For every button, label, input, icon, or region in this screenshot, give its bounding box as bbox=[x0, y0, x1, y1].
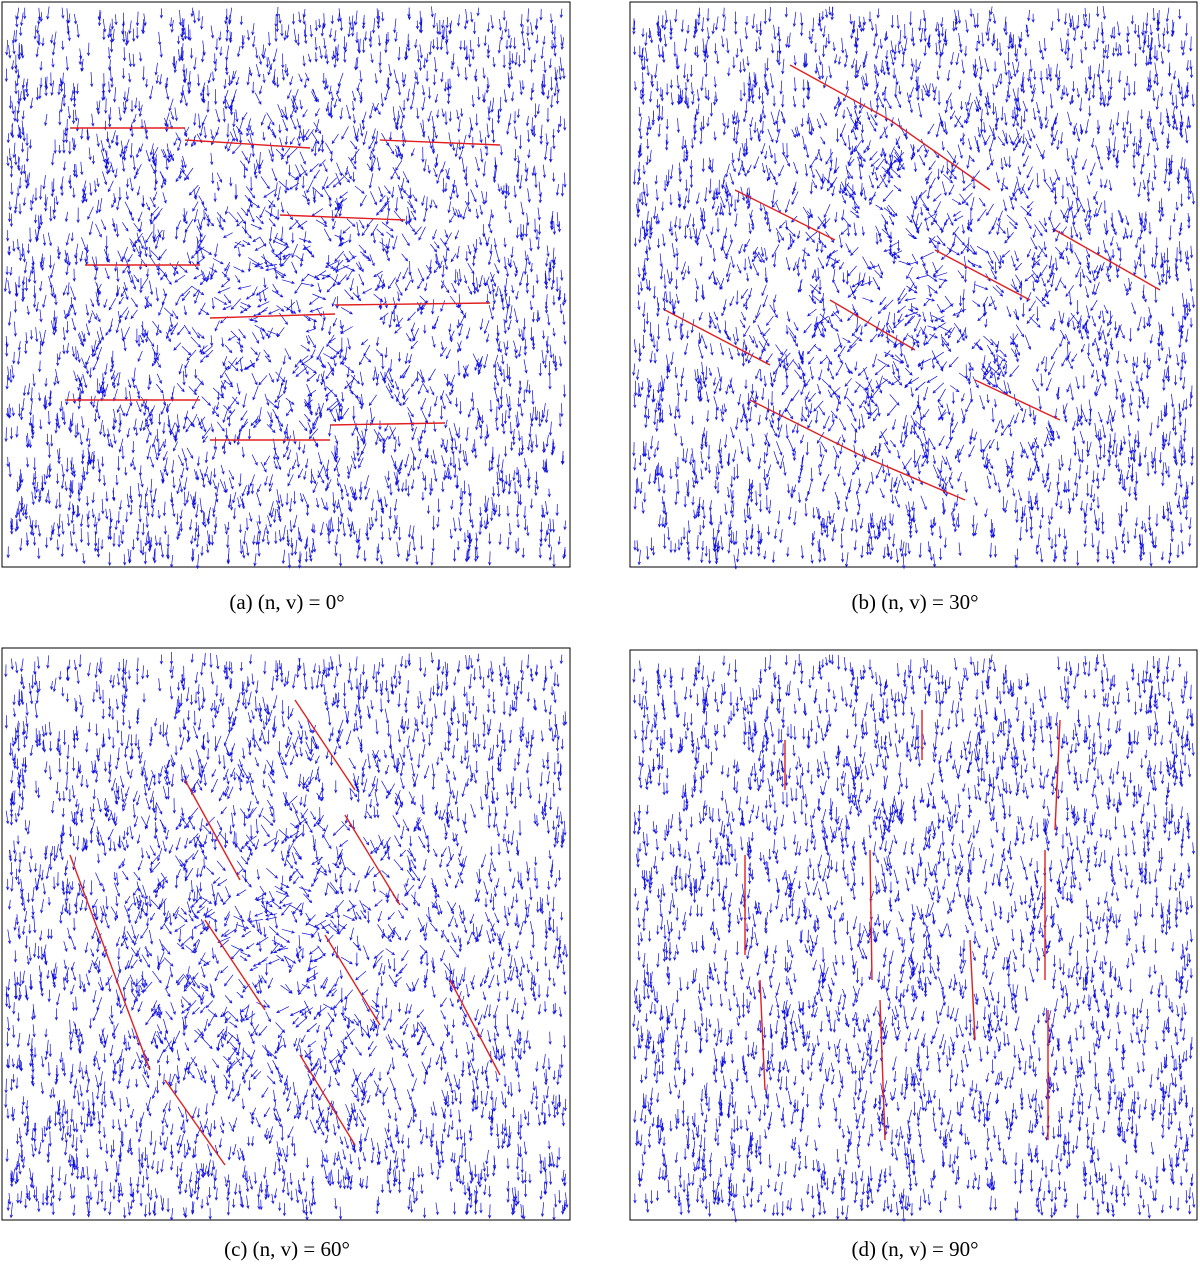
crack bbox=[889, 119, 991, 191]
vector-field bbox=[632, 654, 1196, 1223]
crack bbox=[1054, 719, 1061, 831]
crack bbox=[379, 139, 501, 146]
crack bbox=[859, 454, 966, 501]
crack bbox=[829, 299, 916, 351]
crack bbox=[664, 309, 771, 366]
crack bbox=[749, 399, 861, 456]
crack bbox=[734, 189, 836, 241]
crack bbox=[334, 302, 491, 306]
crack bbox=[449, 979, 501, 1076]
crack bbox=[204, 919, 266, 1011]
crack bbox=[969, 939, 976, 1041]
crack bbox=[789, 64, 891, 121]
panel-frame bbox=[629, 1, 1198, 568]
crack bbox=[299, 1054, 356, 1146]
crack bbox=[209, 313, 336, 319]
crack bbox=[164, 1079, 226, 1166]
caption: (a) (n, v) = 0° bbox=[229, 590, 345, 614]
vector-field bbox=[632, 6, 1196, 570]
panel-frame bbox=[1, 1, 571, 568]
crack bbox=[184, 779, 241, 881]
crack bbox=[1054, 229, 1161, 291]
crack bbox=[69, 854, 151, 1071]
crack bbox=[869, 849, 873, 981]
caption: (b) (n, v) = 30° bbox=[851, 590, 979, 614]
vector-field bbox=[3, 6, 567, 570]
crack bbox=[279, 214, 406, 221]
crack bbox=[879, 999, 886, 1141]
caption: (d) (n, v) = 90° bbox=[851, 1237, 979, 1261]
crack bbox=[184, 139, 311, 149]
vector-field bbox=[4, 652, 569, 1221]
panel-frame bbox=[1, 647, 571, 1221]
crack bbox=[974, 379, 1061, 421]
caption: (c) (n, v) = 60° bbox=[224, 1237, 350, 1261]
crack bbox=[759, 979, 766, 1091]
crack bbox=[294, 699, 356, 791]
crack bbox=[934, 249, 1031, 301]
crack bbox=[324, 934, 381, 1026]
crack bbox=[329, 422, 446, 426]
panel-frame bbox=[629, 649, 1198, 1221]
crack bbox=[344, 814, 401, 906]
